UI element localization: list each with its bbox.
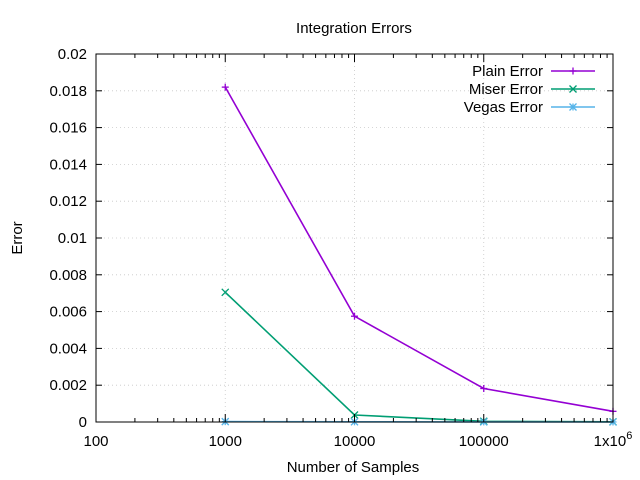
- legend-label: Vegas Error: [464, 99, 543, 116]
- x-tick-label: 10000: [334, 433, 376, 450]
- grid-lines: [96, 54, 613, 422]
- data-point-marker: [569, 67, 577, 75]
- data-point-marker: [221, 288, 230, 297]
- marker-stroke: [221, 288, 230, 297]
- x-axis-label: Number of Samples: [287, 459, 420, 476]
- y-tick-label: 0.006: [49, 304, 87, 321]
- y-tick-label: 0.012: [49, 193, 87, 210]
- data-point-marker: [480, 385, 488, 393]
- y-tick-label: 0.02: [58, 46, 87, 63]
- marker-stroke: [569, 85, 577, 93]
- y-tick-label: 0.004: [49, 340, 87, 357]
- y-tick-label: 0.008: [49, 267, 87, 284]
- x-tick-label-base: 1x10: [594, 433, 627, 450]
- marker-stroke: [569, 103, 577, 111]
- y-tick-label: 0.016: [49, 120, 87, 137]
- data-point-marker: [569, 85, 577, 93]
- x-tick-label: 1000: [209, 433, 242, 450]
- legend-label: Miser Error: [469, 81, 543, 98]
- data-point-marker: [221, 83, 229, 91]
- y-tick-label: 0.01: [58, 230, 87, 247]
- ticks-layer: 0 0.002 0.004 0.006 0.008 0.01 0.012 0.014 0.016…: [49, 46, 632, 450]
- y-tick-label: 0.002: [49, 377, 87, 394]
- x-tick-label: 100000: [459, 433, 509, 450]
- y-tick-label: 0.018: [49, 83, 87, 100]
- x-tick-label: 100: [83, 433, 108, 450]
- y-axis-label: Error: [9, 221, 26, 254]
- data-point-marker: [351, 312, 358, 320]
- data-point-marker: [569, 103, 577, 111]
- series-line-1: [224, 86, 614, 413]
- x-tick-label-exponent: 6: [626, 430, 632, 442]
- x-tick-label: 1x106: [594, 430, 633, 450]
- y-tick-label: 0.014: [49, 156, 87, 173]
- y-tick-label: 0: [79, 414, 87, 431]
- chart-title: Integration Errors: [296, 20, 412, 37]
- legend-label: Plain Error: [472, 63, 543, 80]
